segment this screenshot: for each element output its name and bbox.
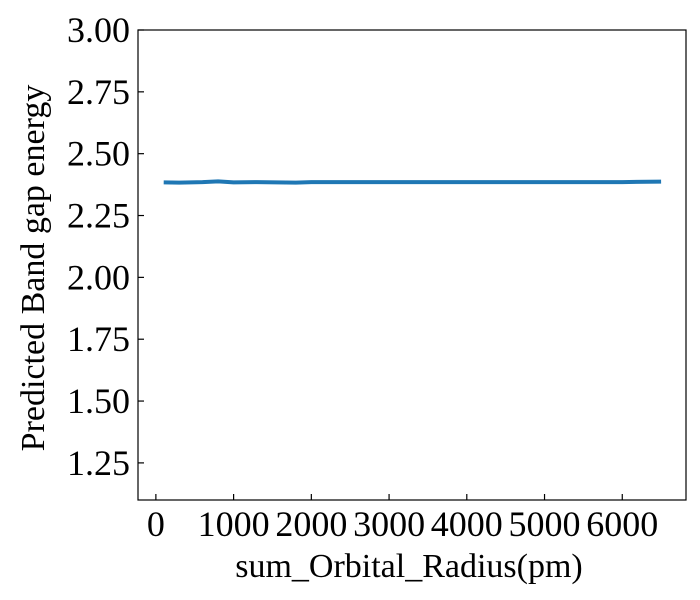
y-tick-label: 1.75	[67, 319, 130, 359]
x-axis-label: sum_Orbital_Radius(pm)	[235, 548, 583, 585]
y-tick-label: 2.25	[67, 196, 130, 236]
x-tick-label: 2000	[275, 504, 347, 544]
y-tick-label: 2.75	[67, 72, 130, 112]
x-tick-label: 4000	[431, 504, 503, 544]
y-tick-label: 3.00	[67, 10, 130, 50]
plot-frame	[137, 29, 687, 501]
x-tick-label: 0	[147, 504, 165, 544]
series-layer	[163, 179, 662, 185]
x-tick-label: 6000	[586, 504, 658, 544]
y-tick-label: 1.25	[67, 443, 130, 483]
y-axis-label: Predicted Band gap energy	[15, 85, 52, 452]
y-tick-label: 1.50	[67, 381, 130, 421]
axes	[137, 29, 687, 501]
x-tick-label: 3000	[353, 504, 425, 544]
x-tick-label: 1000	[198, 504, 270, 544]
series-line	[163, 179, 662, 185]
y-tick-label: 2.50	[67, 134, 130, 174]
y-tick-label: 2.00	[67, 257, 130, 297]
ticks: 0 1000 2000 3000 4000 5000 6000 1.25 1.50 1.75 2.0…	[67, 10, 658, 544]
x-tick-label: 5000	[509, 504, 581, 544]
